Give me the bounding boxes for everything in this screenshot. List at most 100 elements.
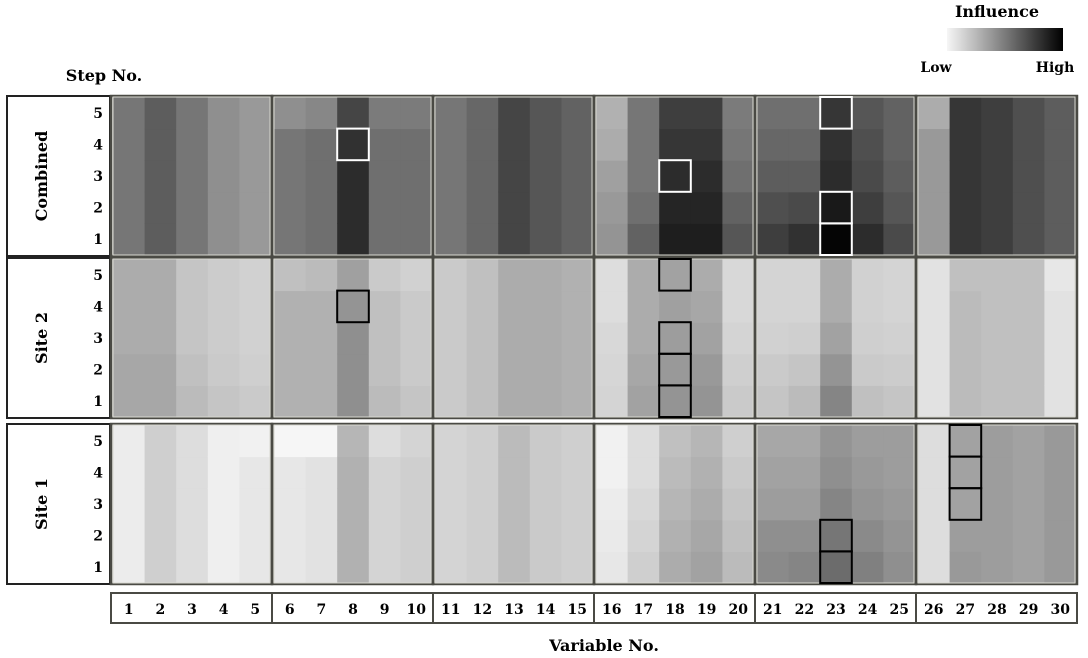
- heatmap-cell: [757, 259, 790, 292]
- row-label: Site 2: [32, 312, 51, 364]
- variable-tick-label: 16: [602, 602, 621, 618]
- heatmap-cell: [981, 259, 1014, 292]
- heatmap-cell: [788, 259, 821, 292]
- heatmap-cell: [722, 519, 755, 552]
- heatmap-cell: [337, 223, 370, 256]
- heatmap-cell: [788, 425, 821, 458]
- heatmap-cell: [207, 519, 240, 552]
- heatmap-cell: [690, 353, 723, 386]
- heatmap-cell: [690, 322, 723, 355]
- heatmap-cell: [498, 551, 531, 584]
- heatmap-cell: [981, 385, 1014, 418]
- legend-low-label: Low: [920, 60, 952, 76]
- heatmap-cell: [949, 191, 982, 224]
- heatmap-cell: [176, 456, 209, 489]
- step-tick-label: 2: [93, 363, 103, 379]
- heatmap-cell: [207, 385, 240, 418]
- heatmap-cell: [981, 551, 1014, 584]
- heatmap-cell: [659, 456, 692, 489]
- panel-frame: [914, 94, 1079, 258]
- variable-tick-label: 25: [889, 602, 908, 618]
- heatmap-cell: [949, 519, 982, 552]
- heatmap-cell: [561, 290, 594, 323]
- heatmap-cell: [627, 191, 660, 224]
- step-tick-label: 2: [93, 201, 103, 217]
- heatmap-cell: [176, 425, 209, 458]
- heatmap-cell: [949, 488, 982, 521]
- heatmap-cell: [949, 97, 982, 130]
- highlighted-cell: [658, 384, 692, 418]
- heatmap-cell: [851, 259, 884, 292]
- heatmap-cell: [883, 425, 916, 458]
- heatmap-cell: [596, 551, 629, 584]
- heatmap-cell: [659, 223, 692, 256]
- heatmap-cell: [627, 160, 660, 193]
- heatmap-cell: [529, 223, 562, 256]
- heatmap-cell: [529, 97, 562, 130]
- heatmap-cell: [1012, 322, 1045, 355]
- panel-inner-frame: [112, 258, 271, 418]
- heatmap-cell: [851, 519, 884, 552]
- highlighted-cell: [336, 127, 370, 162]
- heatmap-cell: [207, 259, 240, 292]
- heatmap-cell: [851, 551, 884, 584]
- heatmap-cell: [596, 425, 629, 458]
- heatmap-cell: [690, 191, 723, 224]
- heatmap-cell: [949, 160, 982, 193]
- heatmap-cell: [113, 425, 146, 458]
- heatmap-cell: [918, 290, 951, 323]
- heatmap-cell: [466, 290, 499, 323]
- variable-tick-label: 28: [987, 602, 1006, 618]
- heatmap-cell: [274, 160, 307, 193]
- heatmap-cell: [1044, 128, 1077, 161]
- heatmap-cell: [659, 128, 692, 161]
- heatmap-cell: [207, 223, 240, 256]
- heatmap-cell: [788, 322, 821, 355]
- heatmap-cell: [274, 456, 307, 489]
- variable-tick-label: 22: [795, 602, 814, 618]
- heatmap-cell: [788, 519, 821, 552]
- legend-gradient-bar: [947, 28, 1063, 51]
- heatmap-cell: [659, 290, 692, 323]
- step-tick-label: 3: [93, 331, 103, 347]
- heatmap-cell: [274, 128, 307, 161]
- heatmap-cell: [435, 385, 468, 418]
- heatmap-cell: [851, 290, 884, 323]
- heatmap-cell: [207, 290, 240, 323]
- heatmap-cell: [1012, 128, 1045, 161]
- heatmap-cell: [207, 353, 240, 386]
- heatmap-cell: [274, 97, 307, 130]
- heatmap-cell: [659, 160, 692, 193]
- heatmap-cell: [113, 353, 146, 386]
- heatmap-cell: [113, 128, 146, 161]
- heatmap-cell: [981, 223, 1014, 256]
- heatmap-cell: [851, 322, 884, 355]
- heatmap-cell: [820, 519, 853, 552]
- step-tick-label: 3: [93, 497, 103, 513]
- heatmap-cell: [368, 128, 401, 161]
- heatmap-cell: [596, 519, 629, 552]
- heatmap-cell: [207, 322, 240, 355]
- heatmap-cell: [851, 385, 884, 418]
- heatmap-cell: [820, 322, 853, 355]
- heatmap-cell: [207, 551, 240, 584]
- heatmap-cell: [498, 385, 531, 418]
- heatmap-cell: [1044, 259, 1077, 292]
- heatmap-cell: [176, 353, 209, 386]
- heatmap-cell: [529, 456, 562, 489]
- heatmap-cell: [368, 385, 401, 418]
- step-tick-label: 2: [93, 529, 103, 545]
- heatmap-cell: [722, 223, 755, 256]
- heatmap-cell: [596, 290, 629, 323]
- heatmap-cell: [337, 290, 370, 323]
- heatmap-cell: [722, 353, 755, 386]
- heatmap-cell: [337, 322, 370, 355]
- heatmap-cell: [144, 385, 177, 418]
- heatmap-cell: [883, 223, 916, 256]
- variable-tick-label: 26: [924, 602, 943, 618]
- heatmap-cell: [690, 259, 723, 292]
- variable-tick-label: 7: [317, 602, 327, 618]
- heatmap-cell: [918, 385, 951, 418]
- heatmap-cell: [1044, 551, 1077, 584]
- variable-tick-label: 2: [156, 602, 166, 618]
